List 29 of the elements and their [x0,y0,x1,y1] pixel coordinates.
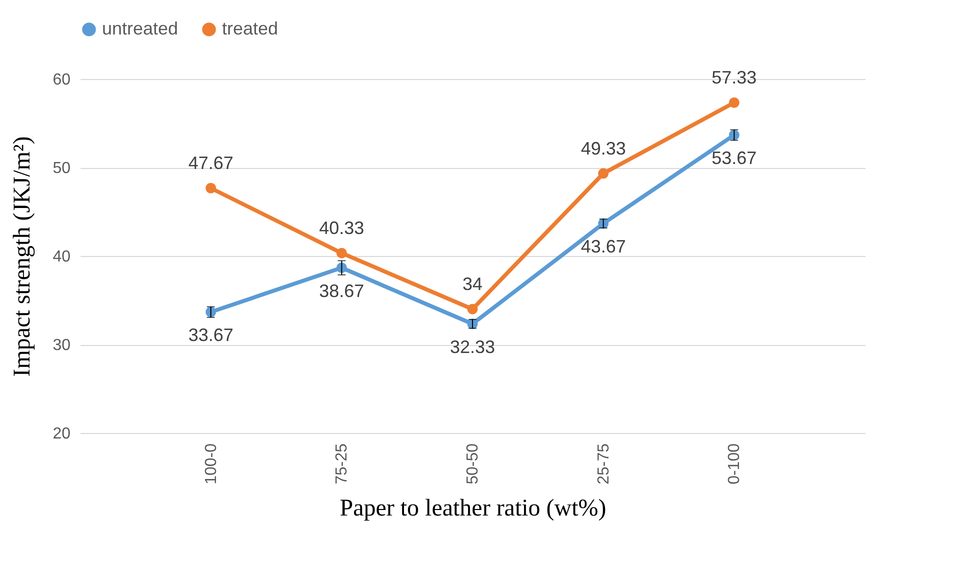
x-tick-label: 100-0 [202,443,220,484]
x-tick-label: 50-50 [464,443,482,484]
data-label: 34 [462,274,483,294]
point [206,182,216,194]
x-tick-label: 25-75 [595,443,612,484]
x-axis-title: Paper to leather ratio (wt%) [340,495,606,522]
y-tick-label: 50 [52,160,71,177]
y-tick-label: 30 [52,337,71,354]
point [728,97,740,108]
y-axis-title: Impact strength (JKJ/m²) [10,136,36,377]
data-label: 57.33 [712,68,757,88]
x-tick-label: 0-100 [726,443,744,484]
data-label: 32.33 [450,336,496,357]
data-label: 38.67 [319,280,364,301]
y-tick-label: 60 [52,72,71,88]
data-label: 47.67 [188,153,234,174]
data-label: 40.33 [319,218,364,238]
point [467,304,478,314]
data-label: 49.33 [580,138,626,158]
data-label: 53.67 [712,148,757,168]
y-tick-label: 20 [52,426,71,442]
point [336,248,347,258]
x-tick-label: 75-25 [334,443,351,484]
data-label: 43.67 [580,236,626,257]
point [598,168,609,179]
legend-label: treated [222,18,278,38]
legend-label: untreated [102,18,178,38]
y-tick-label: 40 [52,248,71,266]
data-label: 33.67 [188,325,234,346]
